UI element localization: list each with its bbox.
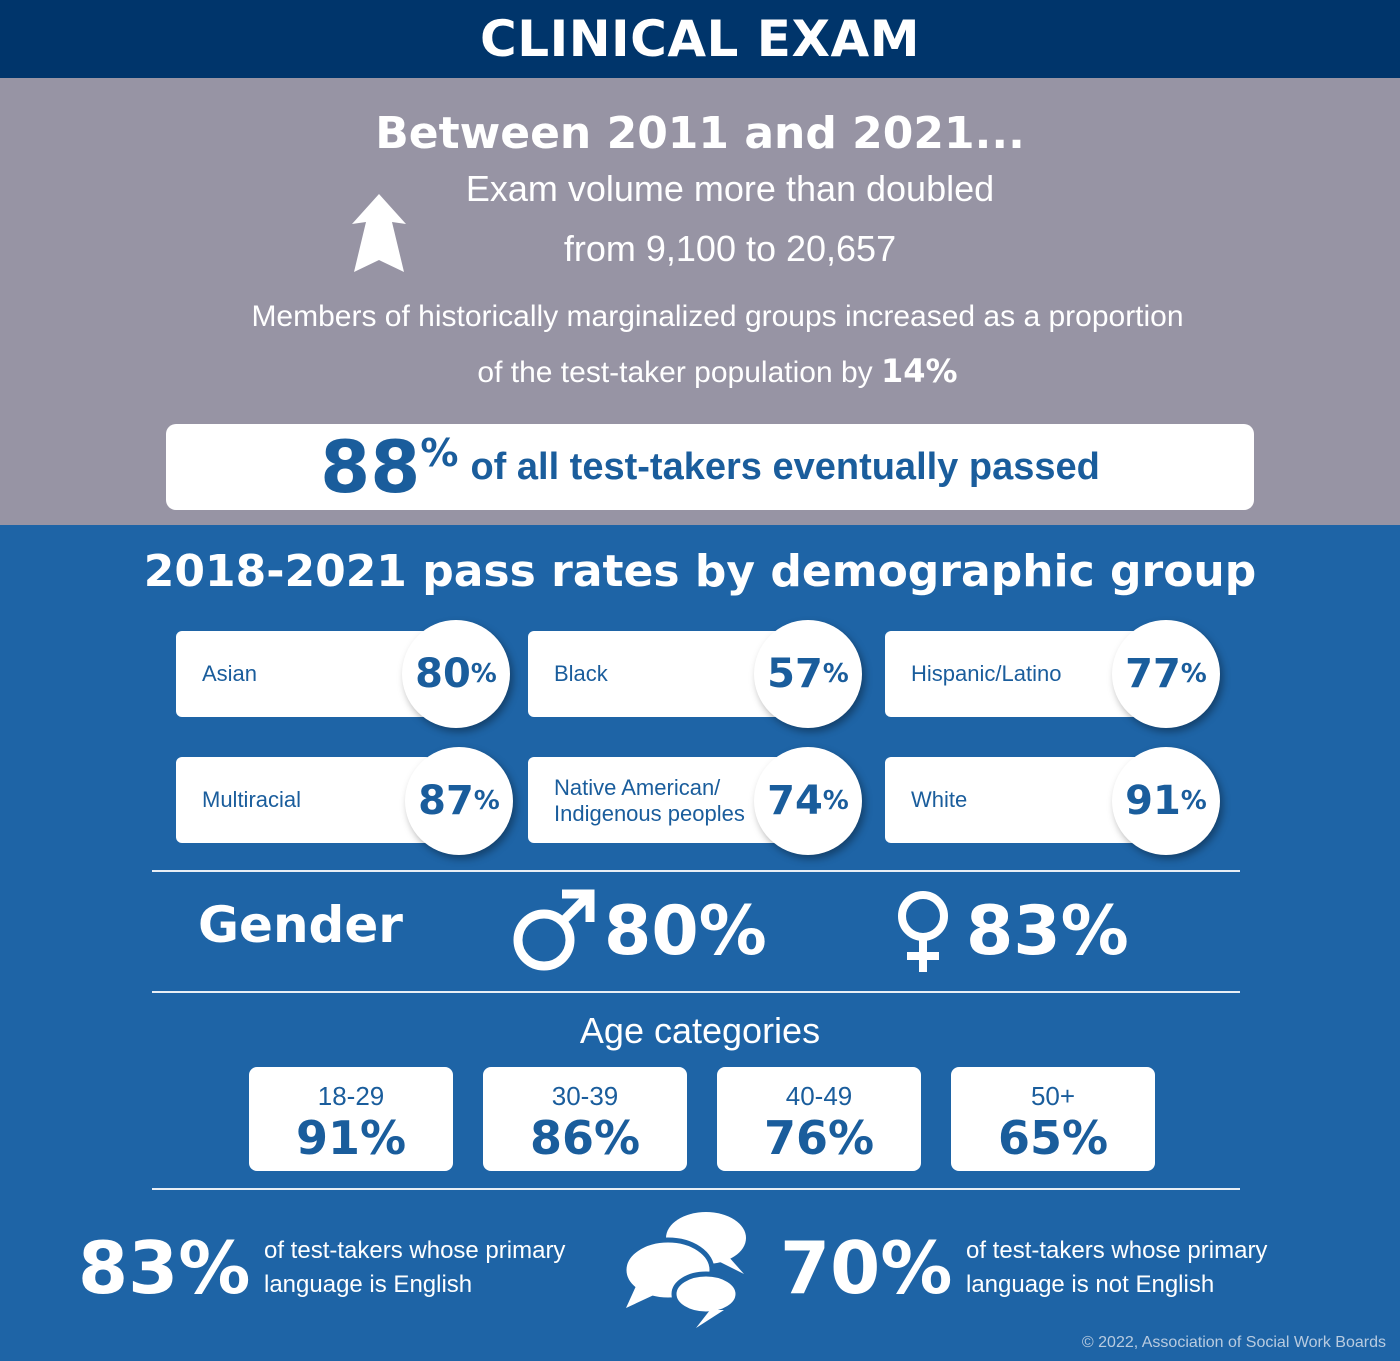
age-card-50-plus: 50+ 65% <box>951 1067 1155 1171</box>
age-range: 50+ <box>1030 1081 1076 1111</box>
age-rate: 76% <box>763 1111 875 1165</box>
demo-rate-hispanic: 77% <box>1112 620 1220 728</box>
demo-rate-value: 77 <box>1125 651 1181 697</box>
overall-pass-box: 88 % of all test-takers eventually passe… <box>166 424 1254 510</box>
demo-rate-native-american: 74% <box>754 747 862 855</box>
marginalized-value: 14% <box>881 352 958 390</box>
male-pass-rate: 80% <box>604 892 767 971</box>
english-description-line-2: language is English <box>264 1271 473 1298</box>
up-arrow-icon <box>352 194 406 272</box>
demo-label: Hispanic/Latino <box>911 660 1062 686</box>
age-range: 40-49 <box>785 1081 853 1111</box>
demo-rate-unit: % <box>473 786 500 816</box>
age-rate: 91% <box>295 1111 407 1165</box>
demographics-title: 2018-2021 pass rates by demographic grou… <box>143 546 1257 597</box>
marginalized-line-2-text: of the test-taker population by <box>477 356 873 389</box>
demo-label: Native American/ Indigenous peoples <box>554 757 745 843</box>
age-rate: 65% <box>997 1111 1109 1165</box>
divider <box>152 1188 1240 1190</box>
overall-pass-value: 88 <box>320 425 421 509</box>
age-title: Age categories <box>579 1010 821 1051</box>
demo-card-white: White <box>885 757 1147 843</box>
gender-label: Gender <box>198 896 403 954</box>
demo-rate-value: 91 <box>1125 778 1181 824</box>
demo-label: White <box>911 786 968 812</box>
age-range: 18-29 <box>317 1081 385 1111</box>
marginalized-line-1: Members of historically marginalized gro… <box>251 300 1184 333</box>
age-card-30-39: 30-39 86% <box>483 1067 687 1171</box>
demo-rate-multiracial: 87% <box>405 747 513 855</box>
female-symbol-icon <box>898 891 948 972</box>
demo-card-multiracial: Multiracial <box>176 757 432 843</box>
overall-pass-percent: % <box>420 431 459 475</box>
age-card-40-49: 40-49 76% <box>717 1067 921 1171</box>
header-bar: CLINICAL EXAM <box>0 0 1400 78</box>
english-pass-rate: 83% <box>78 1226 251 1310</box>
not-english-description-line-2: language is not English <box>966 1271 1215 1298</box>
english-description-line-1: of test-takers whose primary <box>264 1237 566 1264</box>
age-rate: 86% <box>529 1111 641 1165</box>
volume-line-1: Exam volume more than doubled <box>465 168 995 209</box>
demo-rate-unit: % <box>1180 659 1207 689</box>
demo-card-native-american: Native American/ Indigenous peoples <box>528 757 788 843</box>
age-range: 30-39 <box>551 1081 619 1111</box>
demo-label-line-2: Indigenous peoples <box>554 801 745 827</box>
speech-bubbles-icon <box>621 1212 746 1328</box>
divider <box>152 991 1240 993</box>
demo-rate-unit: % <box>822 786 849 816</box>
female-pass-rate: 83% <box>966 892 1129 971</box>
demo-card-black: Black <box>528 631 788 717</box>
demo-label-line-1: Native American/ <box>554 775 721 800</box>
demo-rate-unit: % <box>470 659 497 689</box>
not-english-pass-rate: 70% <box>780 1226 953 1310</box>
english-description: of test-takers whose primary language is… <box>264 1234 565 1302</box>
demo-label: Multiracial <box>202 786 302 812</box>
demo-rate-unit: % <box>1180 786 1207 816</box>
copyright: © 2022, Association of Social Work Board… <box>1081 1334 1386 1351</box>
overall-pass-text: of all test-takers eventually passed <box>470 445 1100 488</box>
volume-line-2: from 9,100 to 20,657 <box>563 228 897 269</box>
demo-rate-asian: 80% <box>402 620 510 728</box>
page-title: CLINICAL EXAM <box>480 10 920 68</box>
demo-rate-value: 80 <box>415 651 471 697</box>
demo-card-hispanic: Hispanic/Latino <box>885 631 1147 717</box>
intro-title: Between 2011 and 2021... <box>375 108 1025 159</box>
demo-rate-value: 87 <box>418 778 474 824</box>
male-symbol-icon <box>513 889 595 971</box>
demo-rate-value: 57 <box>767 651 823 697</box>
demo-rate-value: 74 <box>767 778 823 824</box>
divider <box>152 870 1240 872</box>
demo-rate-black: 57% <box>754 620 862 728</box>
age-card-18-29: 18-29 91% <box>249 1067 453 1171</box>
demo-rate-unit: % <box>822 659 849 689</box>
demo-label: Black <box>554 660 608 686</box>
marginalized-line-2: of the test-taker population by 14% <box>0 352 1400 390</box>
not-english-description: of test-takers whose primary language is… <box>966 1234 1267 1302</box>
intro-section: Between 2011 and 2021... Exam volume mor… <box>0 78 1400 525</box>
demo-label: Asian <box>202 660 258 686</box>
demo-rate-white: 91% <box>1112 747 1220 855</box>
demo-card-asian: Asian <box>176 631 432 717</box>
not-english-description-line-1: of test-takers whose primary <box>966 1237 1268 1264</box>
